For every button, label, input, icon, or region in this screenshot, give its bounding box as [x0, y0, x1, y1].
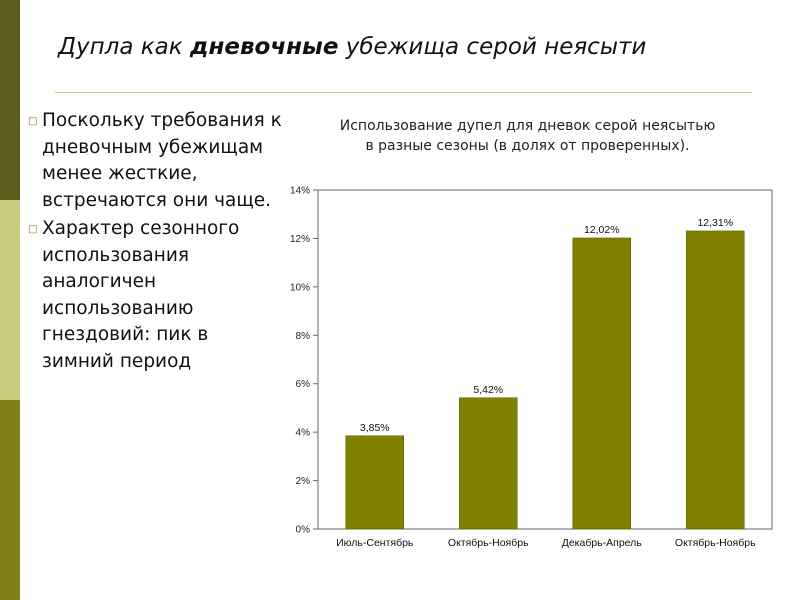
chart-title-line1: Использование дупел для дневок серой нея…: [339, 118, 716, 134]
y-tick-label: 0%: [296, 525, 311, 536]
bar: [345, 435, 404, 530]
bullet-text: Характер сезонного использования аналоги…: [42, 218, 240, 372]
slide-title-pre: Дупла как: [58, 34, 190, 60]
y-tick-label: 12%: [290, 234, 310, 245]
x-tick-label: Декабрь-Апрель: [562, 537, 643, 549]
x-tick-label: Июль-Сентябрь: [336, 537, 414, 549]
bullet-marker-icon: □: [28, 116, 38, 127]
data-label: 12,31%: [697, 217, 733, 229]
y-tick-label: 10%: [290, 282, 310, 293]
x-tick-label: Октябрь-Ноябрь: [675, 537, 756, 549]
bullet-marker-icon: □: [28, 224, 38, 235]
bullet-item: □ Поскольку требования к дневочным убежи…: [28, 108, 285, 214]
bar: [686, 230, 745, 530]
y-tick-label: 14%: [290, 186, 310, 197]
x-tick-label: Октябрь-Ноябрь: [448, 537, 529, 549]
decor-stripe-top: [0, 0, 20, 200]
chart-title: Использование дупел для дневок серой нея…: [285, 116, 770, 156]
bar: [572, 237, 631, 530]
y-tick-label: 6%: [296, 379, 311, 390]
slide-title-bold: дневочные: [189, 34, 339, 60]
data-label: 5,42%: [473, 384, 503, 396]
data-label: 12,02%: [584, 224, 620, 236]
decor-stripe-middle: [0, 200, 20, 400]
bullet-text: Поскольку требования к дневочным убежища…: [42, 110, 282, 211]
y-tick-label: 8%: [296, 331, 311, 342]
data-label: 3,85%: [360, 422, 390, 434]
plot-frame: [317, 189, 773, 530]
y-tick-label: 4%: [296, 428, 311, 439]
bar: [459, 397, 518, 530]
y-tick-label: 2%: [296, 476, 311, 487]
bullet-list: □ Поскольку требования к дневочным убежи…: [28, 108, 285, 377]
bullet-item: □ Характер сезонного использования анало…: [28, 216, 285, 375]
decor-stripe-bottom: [0, 400, 20, 600]
chart-title-line2: в разные сезоны (в долях от проверенных)…: [365, 138, 690, 154]
slide-title: Дупла как дневочные убежища серой неясыт…: [58, 34, 778, 60]
title-divider: [55, 92, 752, 93]
slide-title-post: убежища серой неясыти: [338, 34, 647, 60]
